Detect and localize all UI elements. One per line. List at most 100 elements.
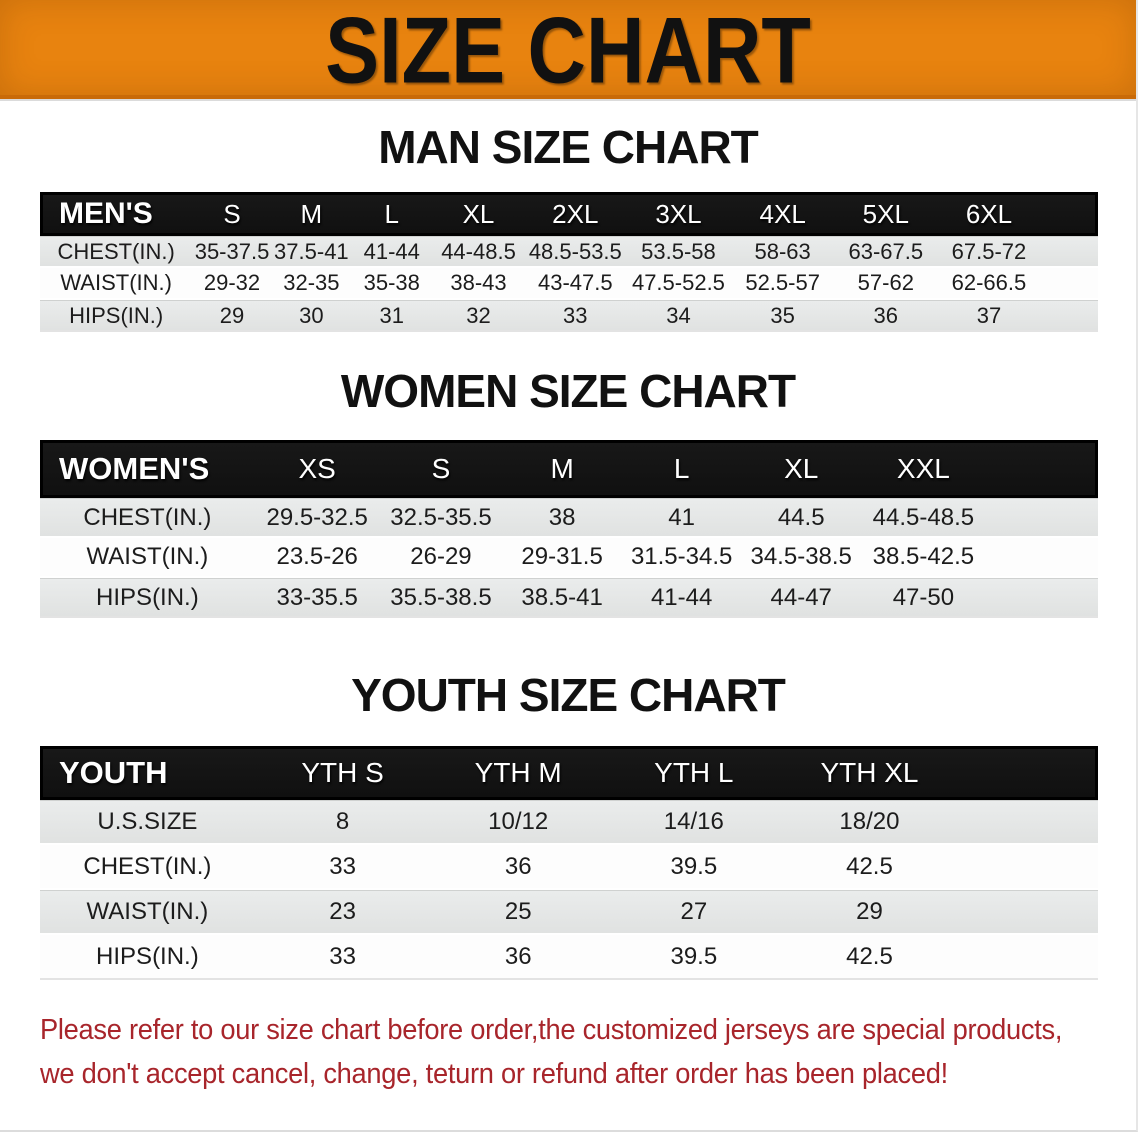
spacer-cell — [985, 498, 1098, 538]
size-label-cell: M — [502, 440, 622, 498]
size-header-row: MEN'S S M L XL 2XL 3XL 4XL 5XL 6XL — [40, 192, 1098, 236]
value-cell: 39.5 — [606, 935, 782, 980]
men-section-heading: MAN SIZE CHART — [378, 121, 759, 173]
size-label-cell: 3XL — [626, 192, 731, 236]
row-label-cell: HIPS(IN.) — [40, 300, 193, 332]
value-cell: 57-62 — [834, 268, 938, 300]
size-label-cell: 6XL — [937, 192, 1041, 236]
value-cell: 37 — [937, 300, 1041, 332]
size-label-cell: XL — [432, 192, 525, 236]
value-cell: 27 — [606, 890, 782, 935]
spacer-cell — [985, 578, 1098, 618]
value-cell: 29.5-32.5 — [254, 498, 380, 538]
value-cell: 63-67.5 — [834, 236, 938, 268]
measurement-row: CHEST(IN.) 35-37.5 37.5-41 41-44 44-48.5 48.5… — [40, 236, 1098, 268]
value-cell: 58-63 — [730, 236, 835, 268]
measurement-row: HIPS(IN.) 33 36 39.5 42.5 — [40, 935, 1098, 980]
row-label-cell: WAIST(IN.) — [40, 268, 193, 300]
table-title-cell: MEN'S — [40, 192, 193, 236]
size-label-cell: 2XL — [524, 192, 627, 236]
size-header-row: YOUTH YTH S YTH M YTH L YTH XL — [40, 746, 1098, 800]
spacer-cell — [1040, 192, 1098, 236]
row-label-cell: HIPS(IN.) — [40, 935, 255, 980]
value-cell: 32 — [432, 300, 525, 332]
value-cell: 42.5 — [781, 845, 958, 890]
value-cell: 10/12 — [430, 800, 607, 845]
spacer-cell — [957, 845, 1098, 890]
row-label-cell: U.S.SIZE — [40, 800, 255, 845]
value-cell: 8 — [254, 800, 431, 845]
value-cell: 35.5-38.5 — [379, 578, 503, 618]
value-cell: 31 — [351, 300, 433, 332]
row-label-cell: HIPS(IN.) — [40, 578, 255, 618]
value-cell: 23 — [254, 890, 431, 935]
size-label-cell: 5XL — [834, 192, 938, 236]
value-cell: 44.5 — [741, 498, 861, 538]
value-cell: 36 — [430, 845, 607, 890]
size-label-cell: YTH XL — [781, 746, 958, 800]
row-label-cell: CHEST(IN.) — [40, 845, 255, 890]
row-label-cell: WAIST(IN.) — [40, 890, 255, 935]
size-label-cell: XXL — [860, 440, 986, 498]
value-cell: 18/20 — [781, 800, 958, 845]
row-label-cell: CHEST(IN.) — [40, 498, 255, 538]
women-section-heading: WOMEN SIZE CHART — [340, 365, 796, 417]
value-cell: 30 — [271, 300, 352, 332]
size-label-cell: 4XL — [730, 192, 835, 236]
measurement-row: WAIST(IN.) 23 25 27 29 — [40, 890, 1098, 935]
value-cell: 38 — [502, 498, 622, 538]
value-cell: 35 — [730, 300, 835, 332]
value-cell: 62-66.5 — [937, 268, 1041, 300]
value-cell: 44.5-48.5 — [860, 498, 986, 538]
value-cell: 53.5-58 — [626, 236, 731, 268]
value-cell: 39.5 — [606, 845, 782, 890]
value-cell: 47-50 — [860, 578, 986, 618]
value-cell: 38.5-41 — [502, 578, 622, 618]
value-cell: 29 — [192, 300, 272, 332]
value-cell: 33 — [254, 845, 431, 890]
value-cell: 33 — [524, 300, 627, 332]
table-title-cell: YOUTH — [40, 746, 255, 800]
measurement-row: WAIST(IN.) 29-32 32-35 35-38 38-43 43-47.5 47.… — [40, 268, 1098, 300]
value-cell: 43-47.5 — [524, 268, 627, 300]
value-cell: 38-43 — [432, 268, 525, 300]
value-cell: 41-44 — [621, 578, 742, 618]
value-cell: 14/16 — [606, 800, 782, 845]
size-chart-banner: SIZE CHART — [0, 0, 1136, 99]
size-label-cell: YTH S — [254, 746, 431, 800]
spacer-cell — [1040, 268, 1098, 300]
spacer-cell — [1040, 236, 1098, 268]
value-cell: 32-35 — [271, 268, 352, 300]
value-cell: 36 — [430, 935, 607, 980]
youth-section-heading: YOUTH SIZE CHART — [351, 669, 786, 721]
value-cell: 36 — [834, 300, 938, 332]
value-cell: 38.5-42.5 — [860, 538, 986, 578]
value-cell: 37.5-41 — [271, 236, 352, 268]
row-label-cell: WAIST(IN.) — [40, 538, 255, 578]
value-cell: 29 — [781, 890, 958, 935]
measurement-row: HIPS(IN.) 29 30 31 32 33 34 35 36 37 — [40, 300, 1098, 332]
size-label-cell: M — [271, 192, 352, 236]
spacer-cell — [957, 935, 1098, 980]
disclaimer: Please refer to our size chart before or… — [40, 1008, 1136, 1096]
youth-size-table: YOUTH YTH S YTH M YTH L YTH XL U.S.SIZE 8 10/12… — [40, 746, 1098, 980]
measurement-row: CHEST(IN.) 29.5-32.5 32.5-35.5 38 41 44.5 44.5… — [40, 498, 1098, 538]
size-label-cell: YTH L — [606, 746, 782, 800]
value-cell: 48.5-53.5 — [524, 236, 627, 268]
size-label-cell: XL — [741, 440, 861, 498]
spacer-cell — [957, 746, 1098, 800]
men-size-table: MEN'S S M L XL 2XL 3XL 4XL 5XL 6XL CHEST(IN.) 35-37… — [40, 192, 1098, 332]
value-cell: 34 — [626, 300, 731, 332]
value-cell: 23.5-26 — [254, 538, 380, 578]
value-cell: 33-35.5 — [254, 578, 380, 618]
value-cell: 33 — [254, 935, 431, 980]
spacer-cell — [957, 890, 1098, 935]
value-cell: 32.5-35.5 — [379, 498, 503, 538]
value-cell: 35-37.5 — [192, 236, 272, 268]
size-label-cell: XS — [254, 440, 380, 498]
row-label-cell: CHEST(IN.) — [40, 236, 193, 268]
spacer-cell — [957, 800, 1098, 845]
value-cell: 44-47 — [741, 578, 861, 618]
disclaimer-line-1: Please refer to our size chart before or… — [40, 1014, 1063, 1046]
